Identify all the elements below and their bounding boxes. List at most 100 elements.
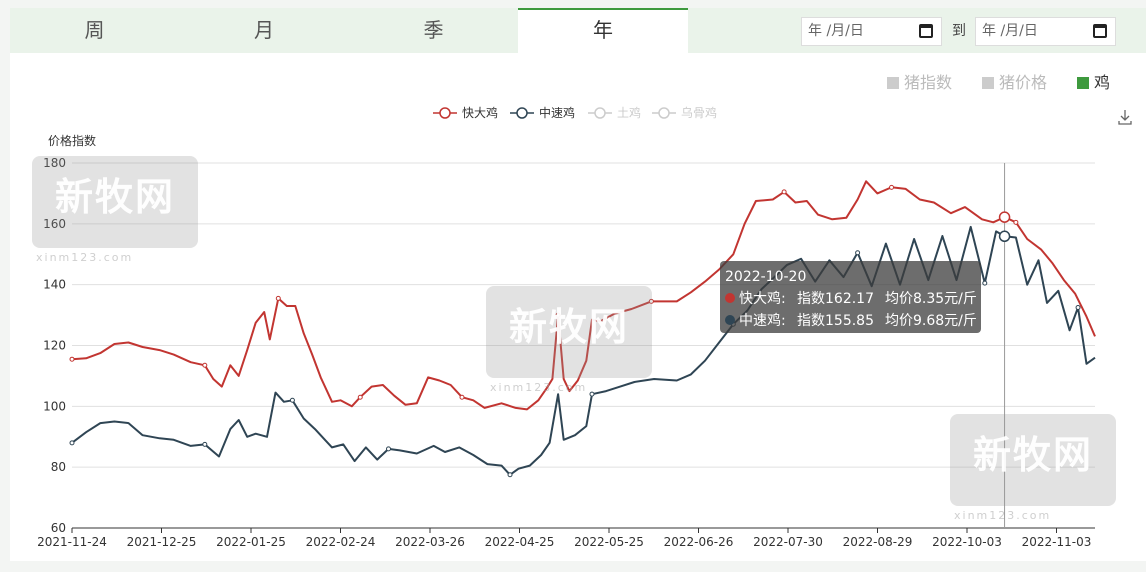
series-dot-icon <box>725 315 735 325</box>
data-point <box>1013 219 1019 225</box>
data-point <box>289 397 295 403</box>
toggle-label: 猪指数 <box>904 73 953 92</box>
start-date-placeholder: 年 /月/日 <box>808 23 864 39</box>
legend-item[interactable]: 乌骨鸡 <box>652 105 717 120</box>
watermark-logo: 新牧网 xinm123.com <box>950 414 1116 522</box>
data-point <box>202 441 208 447</box>
end-date-input[interactable]: 年 /月/日 <box>975 17 1116 46</box>
data-point <box>781 189 787 195</box>
toggle-label: 猪价格 <box>999 73 1048 92</box>
tooltip-date: 2022-10-20 <box>725 269 807 285</box>
toggle-pig-index[interactable]: 猪指数 <box>887 69 952 93</box>
data-point <box>69 440 75 446</box>
y-axis: 60 80 100 120 140 160 180 <box>43 156 66 535</box>
tab-week[interactable]: 周 <box>84 18 105 42</box>
legend-label: 土鸡 <box>617 105 641 120</box>
tooltip-series-name: 中速鸡: <box>739 313 786 329</box>
y-tick-label: 140 <box>43 278 66 292</box>
legend-label: 乌骨鸡 <box>681 105 717 120</box>
tooltip-index: 指数155.85 <box>797 313 874 329</box>
series-line <box>71 225 1096 476</box>
highlight-point <box>998 230 1011 243</box>
data-point <box>648 298 654 304</box>
grid-lines <box>72 162 1095 468</box>
tab-month[interactable]: 月 <box>254 18 274 42</box>
tooltip-row: 快大鸡: 指数162.17 均价8.35元/斤 <box>725 288 977 310</box>
x-axis: 2021-11-24 2021-12-25 2022-01-25 2022-02-24… <box>37 527 1095 549</box>
y-tick-label: 160 <box>43 217 66 231</box>
watermark-sub: xinm123.com <box>954 509 1052 522</box>
checkbox-icon <box>887 77 899 89</box>
legend-marker-icon <box>594 107 606 119</box>
legend-marker-icon <box>658 107 670 119</box>
tab-year[interactable]: 年 <box>518 8 688 53</box>
x-tick-label: 2021-12-25 <box>127 535 197 549</box>
x-tick-label: 2022-03-26 <box>395 535 465 549</box>
legend-label: 中速鸡 <box>539 105 575 120</box>
y-tick-label: 100 <box>43 399 66 413</box>
tooltip-price: 均价8.35元/斤 <box>885 291 977 307</box>
legend-item[interactable]: 中速鸡 <box>510 105 575 120</box>
data-point <box>982 280 988 286</box>
legend-item[interactable]: 快大鸡 <box>433 105 498 120</box>
highlight-point <box>998 211 1011 223</box>
tab-quarter[interactable]: 季 <box>423 18 444 42</box>
y-tick-label: 120 <box>43 339 66 353</box>
x-tick-label: 2022-11-03 <box>1022 535 1092 549</box>
data-point <box>275 295 281 301</box>
toggle-label: 鸡 <box>1094 73 1111 92</box>
x-tick-label: 2022-01-25 <box>216 535 286 549</box>
x-tick-label: 2022-02-24 <box>306 535 376 549</box>
legend-label: 快大鸡 <box>462 105 498 120</box>
chart-tooltip: 2022-10-20 快大鸡: 指数162.17 均价8.35元/斤 中速鸡: 指数1… <box>720 261 981 333</box>
data-point <box>459 394 465 400</box>
legend-marker-icon <box>516 107 528 119</box>
data-point <box>357 394 363 400</box>
legend-marker-icon <box>439 107 451 119</box>
tooltip-series-name: 快大鸡: <box>739 291 786 307</box>
y-axis-title: 价格指数 <box>48 133 96 148</box>
calendar-icon[interactable] <box>919 24 933 38</box>
x-tick-label: 2022-08-29 <box>843 535 913 549</box>
data-point <box>507 472 513 478</box>
download-icon[interactable] <box>1118 110 1132 125</box>
data-point <box>555 312 561 318</box>
end-date-placeholder: 年 /月/日 <box>982 23 1038 39</box>
x-tick-label: 2022-06-26 <box>664 535 734 549</box>
series-dot-icon <box>725 293 735 303</box>
tooltip-row: 中速鸡: 指数155.85 均价9.68元/斤 <box>725 310 977 332</box>
data-point <box>889 184 895 190</box>
watermark-logo: 新牧网 xinm123.com <box>32 156 198 264</box>
y-tick-label: 80 <box>51 460 66 474</box>
legend: 快大鸡 中速鸡 土鸡 乌骨鸡 <box>433 105 717 120</box>
y-tick-label: 60 <box>51 521 66 535</box>
start-date-input[interactable]: 年 /月/日 <box>801 17 942 46</box>
toggle-chicken[interactable]: 鸡 <box>1077 69 1110 93</box>
x-tick-label: 2022-10-03 <box>932 535 1002 549</box>
date-range-separator: 到 <box>952 23 966 39</box>
x-tick-label: 2021-11-24 <box>37 535 107 549</box>
x-tick-label: 2022-04-25 <box>485 535 555 549</box>
data-point <box>855 250 861 256</box>
checkbox-icon <box>982 77 994 89</box>
calendar-icon[interactable] <box>1093 24 1107 38</box>
data-point <box>202 362 208 368</box>
checkbox-icon <box>1077 77 1089 89</box>
watermark-logo: 新牧网 xinm123.com <box>486 286 652 394</box>
x-tick-label: 2022-05-25 <box>574 535 644 549</box>
data-point <box>1075 304 1081 310</box>
data-point <box>386 446 392 452</box>
watermark-sub: xinm123.com <box>490 381 588 394</box>
tooltip-price: 均价9.68元/斤 <box>885 313 977 329</box>
legend-item[interactable]: 土鸡 <box>588 105 641 120</box>
x-tick-label: 2022-07-30 <box>753 535 823 549</box>
data-point <box>69 356 75 362</box>
series-line <box>71 180 1096 411</box>
data-point <box>589 391 595 397</box>
tooltip-index: 指数162.17 <box>797 291 874 307</box>
toggle-pig-price[interactable]: 猪价格 <box>982 69 1047 93</box>
y-tick-label: 180 <box>43 156 66 170</box>
watermark-sub: xinm123.com <box>36 251 134 264</box>
